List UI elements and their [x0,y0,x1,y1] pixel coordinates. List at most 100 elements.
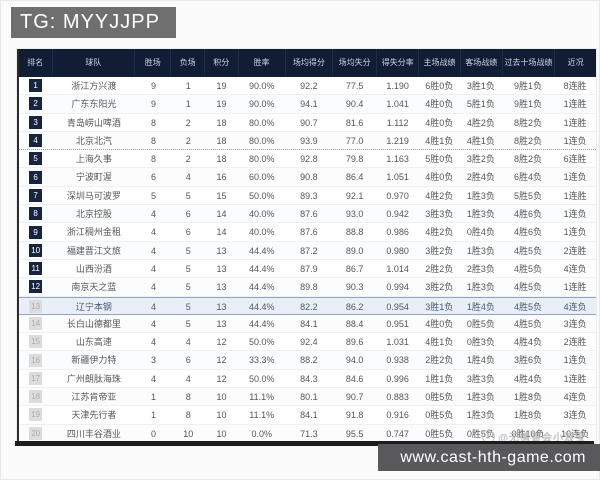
avg-for-cell: 90.7 [300,117,318,128]
last10-record-cell: 9胜1负 [514,99,543,110]
win-rate-cell: 40.0% [248,209,275,220]
last10-record-cell: 8胜2负 [514,117,543,128]
table-row[interactable]: 4 北京北汽 8 2 18 80.0% 93.9 77.0 1.219 4胜1负 4胜1负 8胜2负 1… [19,131,596,151]
table-row[interactable]: 1 浙江方兴渡 9 1 19 90.0% 92.2 77.5 1.190 6胜0负 3胜1负 9胜1负… [19,77,596,96]
recent-form-cell: 1连负 [563,355,587,366]
avg-against-cell: 90.4 [345,99,364,110]
rank-cell: 19 [19,406,52,423]
point-ratio-cell: 0.916 [386,410,409,421]
recent-form-cell: 2连胜 [563,337,587,348]
table-row[interactable]: 10 福建晋江文旅 4 5 13 44.4% 87.2 89.0 0.980 3胜2负 1胜3负 4胜… [19,241,596,260]
last10-record-cell: 9胜1负 [514,81,543,91]
points-cell: 10 [216,392,227,403]
table-row[interactable]: 14 长白山德都里 4 5 13 44.4% 84.1 88.4 0.951 4胜0负 0胜5负 4胜… [19,314,596,334]
home-record-cell: 3胜2负 [425,245,454,256]
rank-badge: 1 [29,79,43,93]
col-last10-record: 过去十场战绩 [503,49,556,77]
losses-cell: 2 [185,154,191,165]
recent-form-cell: 1连胜 [563,99,587,110]
rank-cell: 1 [19,77,52,94]
table-row[interactable]: 12 南京天之蓝 4 5 13 44.4% 89.8 90.3 0.994 3胜2负 1胜3负 4胜5… [19,278,596,297]
losses-cell: 6 [185,355,191,366]
away-record-cell: 1胜3负 [466,190,495,201]
win-rate-cell: 50.0% [248,337,275,348]
home-record-cell: 4胜1负 [425,135,454,146]
table-row[interactable]: 17 广州朗肽海珠 4 4 12 50.0% 84.3 84.6 0.996 1胜1负 3胜3负 4胜… [19,369,596,389]
rank-cell: 3 [19,114,52,131]
col-points: 积分 [205,49,239,77]
avg-for-cell: 89.3 [300,190,318,201]
avg-against-cell: 91.8 [345,410,364,421]
away-record-cell: 1胜3负 [466,282,495,293]
watermark-text: @无情哥会小浪宝 [498,432,586,444]
table-row[interactable]: 5 上海久事 8 2 18 80.0% 92.8 79.8 1.163 5胜0负 3胜2负 8胜2负 6… [19,150,596,169]
avg-against-cell: 95.5 [345,428,364,439]
points-cell: 13 [216,318,227,329]
team-name: 浙江稠州金租 [66,227,121,238]
table-row[interactable]: 18 江苏肯帝亚 1 8 10 11.1% 80.1 90.7 0.883 0胜5负 1胜3负 1胜8… [19,388,596,407]
point-ratio-cell: 0.954 [386,301,409,312]
wins-cell: 1 [151,392,157,403]
table-row[interactable]: 16 新疆伊力特 3 6 12 33.3% 88.2 94.0 0.938 2胜2负 1胜4负 3胜6… [19,351,596,370]
site-url-banner: www.cast-hth-game.com [378,444,600,471]
table-row[interactable]: 11 山西汾酒 4 5 13 44.4% 87.9 86.7 1.014 2胜2负 2胜3负 4胜5负… [19,259,596,279]
point-ratio-cell: 0.994 [386,282,409,293]
col-recent-form: 近况 [567,58,584,67]
win-rate-cell: 50.0% [248,373,275,384]
point-ratio-cell: 1.041 [386,99,409,110]
rank-cell: 7 [19,187,52,204]
table-row[interactable]: 2 广东东阳光 9 1 19 90.0% 94.1 90.4 1.041 4胜0负 5胜1负 9胜1负… [19,95,596,114]
table-row[interactable]: 19 天津先行者 1 8 10 11.1% 84.1 91.8 0.916 0胜5负 1胜3负 1胜8… [19,406,596,425]
recent-form-cell: 1连负 [563,227,587,238]
rank-cell: 8 [19,205,52,222]
home-record-cell: 1胜1负 [425,373,454,384]
table-row[interactable]: 8 北京控股 4 6 14 40.0% 87.6 93.0 0.942 3胜3负 1胜3负 4胜6负 1… [19,205,596,224]
wins-cell: 6 [151,172,157,183]
home-record-cell: 4胜0负 [425,172,454,183]
standings-table: 排名 球队 胜场 负场 积分 胜率 场均得分 场均失分 得失分率 主场战绩 客场战绩 过去十场战绩 近况… [17,49,596,444]
avg-against-cell: 86.4 [345,172,364,183]
table-row[interactable]: 3 青岛崂山啤酒 8 2 18 80.0% 90.7 81.6 1.112 4胜0负 4胜2负 8胜2… [19,113,596,132]
point-ratio-cell: 1.219 [386,135,409,146]
rank-cell: 10 [19,242,52,259]
wins-cell: 4 [151,337,157,348]
team-name: 宁波町渥 [75,172,112,183]
recent-form-cell: 1连胜 [563,282,587,293]
away-record-cell: 1胜3负 [466,410,495,421]
col-home-record: 主场战绩 [419,49,461,77]
point-ratio-cell: 1.190 [386,81,409,91]
rank-badge: 17 [29,371,43,385]
win-rate-cell: 44.4% [248,245,275,256]
point-ratio-cell: 0.938 [386,355,409,366]
avg-for-cell: 87.9 [300,263,318,274]
table-row[interactable]: 9 浙江稠州金租 4 6 14 40.0% 87.6 88.8 0.986 4胜2负 0胜4负 4胜6… [19,223,596,242]
rank-cell: 12 [19,278,52,295]
recent-form-cell: 2连胜 [563,245,587,256]
avg-against-cell: 93.0 [345,209,364,220]
avg-for-cell: 90.8 [300,172,318,183]
table-row[interactable]: 7 深圳马可波罗 5 5 15 50.0% 89.3 92.1 0.970 4胜2负 1胜3负 5胜5… [19,186,596,206]
rank-badge: 13 [29,299,43,313]
last10-record-cell: 4胜5负 [514,282,543,293]
points-cell: 10 [216,428,227,439]
last10-record-cell: 4胜6负 [514,227,543,238]
points-cell: 12 [216,355,227,366]
recent-form-cell: 1连胜 [563,190,587,201]
wins-cell: 9 [151,99,157,110]
table-row[interactable]: 6 宁波町渥 6 4 16 60.0% 90.8 86.4 1.051 4胜0负 2胜4负 6胜4负 1… [19,168,596,187]
away-record-cell: 3胜1负 [466,81,495,91]
avg-for-cell: 92.8 [300,154,318,165]
avg-against-cell: 88.4 [345,318,364,329]
point-ratio-cell: 0.951 [386,318,409,329]
win-rate-cell: 50.0% [248,190,275,201]
losses-cell: 6 [185,209,191,220]
losses-cell: 5 [185,245,191,256]
team-name: 青岛崂山啤酒 [66,117,121,128]
table-row[interactable]: 15 山东高速 4 4 12 50.0% 92.4 89.6 1.031 4胜1负 0胜3负 4胜4负… [19,333,596,352]
win-rate-cell: 44.4% [248,263,275,274]
point-ratio-cell: 0.996 [386,373,409,384]
home-record-cell: 2胜2负 [425,263,454,274]
points-cell: 15 [216,190,227,201]
table-row[interactable]: 13 辽宁本钢 4 5 13 44.4% 82.2 86.2 0.954 3胜1负 1胜4负 4胜5负… [19,296,596,315]
losses-cell: 4 [185,373,191,384]
